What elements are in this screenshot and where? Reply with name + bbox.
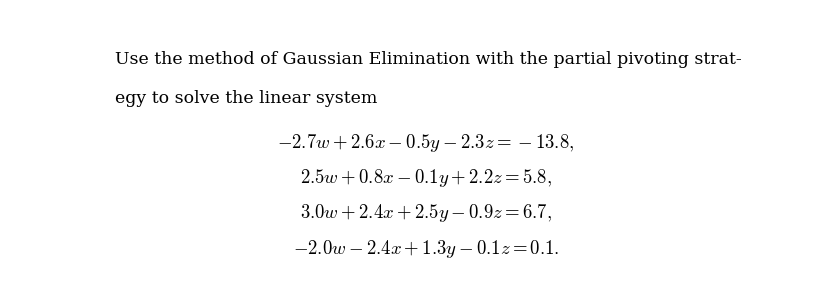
Text: Use the method of Gaussian Elimination with the partial pivoting strat-: Use the method of Gaussian Elimination w… (116, 51, 742, 68)
Text: $-2.7w + 2.6x - 0.5y - 2.3z = -13.8,$: $-2.7w + 2.6x - 0.5y - 2.3z = -13.8,$ (278, 132, 574, 154)
Text: $-2.0w - 2.4x + 1.3y - 0.1z = 0.1.$: $-2.0w - 2.4x + 1.3y - 0.1z = 0.1.$ (293, 237, 559, 260)
Text: $2.5w + 0.8x - 0.1y + 2.2z = 5.8,$: $2.5w + 0.8x - 0.1y + 2.2z = 5.8,$ (300, 167, 552, 189)
Text: egy to solve the linear system: egy to solve the linear system (116, 90, 378, 107)
Text: $3.0w + 2.4x + 2.5y - 0.9z = 6.7,$: $3.0w + 2.4x + 2.5y - 0.9z = 6.7,$ (300, 202, 552, 224)
